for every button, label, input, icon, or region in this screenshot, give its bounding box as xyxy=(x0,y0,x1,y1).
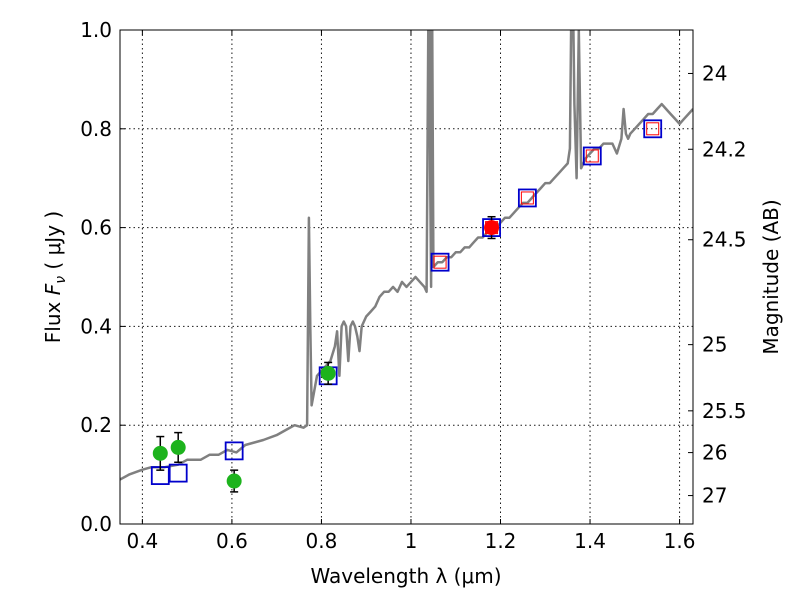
y-tick-label: 0.8 xyxy=(80,117,112,141)
x-tick-label: 1.4 xyxy=(574,529,606,553)
observed-point xyxy=(170,439,186,455)
y-tick-label: 0.6 xyxy=(80,216,112,240)
x-tick-label: 1 xyxy=(405,529,418,553)
y-tick-label: 0.2 xyxy=(80,413,112,437)
right-tick-label: 24 xyxy=(702,61,727,85)
axis-ticks: 0.4 0.6 0.8 1 1.2 1.4 1.6 0.0 0.2 0.4 0.6 0.8 1.0 24 2… xyxy=(80,18,746,553)
model-square-inner xyxy=(646,122,660,136)
x-tick-label: 0.6 xyxy=(216,529,248,553)
y-tick-label: 0.4 xyxy=(80,314,112,338)
y-tick-label: 1.0 xyxy=(80,18,112,42)
y-axis-label: Flux Fν ( μJy ) xyxy=(41,211,69,343)
observed-point xyxy=(320,365,336,381)
model-square-point xyxy=(517,188,537,208)
plot-frame xyxy=(119,29,694,525)
x-tick-label: 0.4 xyxy=(126,529,158,553)
observed-point xyxy=(484,220,500,236)
right-tick-label: 26 xyxy=(702,441,727,465)
model-square-point xyxy=(643,119,663,139)
spectrum-line xyxy=(120,30,693,481)
plot-background xyxy=(120,30,693,524)
x-axis-label: Wavelength λ (μm) xyxy=(310,564,501,588)
model-square-point xyxy=(430,252,450,272)
series-layer xyxy=(120,30,693,493)
right-tick-label: 24.2 xyxy=(702,137,747,161)
model-square-inner xyxy=(520,191,534,205)
model-square-point xyxy=(224,441,244,461)
right-axis-label: Magnitude (AB) xyxy=(759,199,783,354)
model-square-point xyxy=(168,463,188,483)
model-square-inner xyxy=(433,255,447,269)
observed-point xyxy=(152,445,168,461)
right-tick-label: 24.5 xyxy=(702,228,747,252)
y-tick-label: 0.0 xyxy=(80,512,112,536)
x-tick-label: 1.6 xyxy=(664,529,696,553)
x-tick-label: 1.2 xyxy=(485,529,517,553)
right-tick-label: 27 xyxy=(702,484,727,508)
observed-point xyxy=(226,473,242,489)
right-tick-label: 25.5 xyxy=(702,399,747,423)
right-tick-label: 25 xyxy=(702,333,727,357)
model-square-inner xyxy=(585,149,599,163)
x-tick-label: 0.8 xyxy=(306,529,338,553)
model-square-point xyxy=(582,146,602,166)
